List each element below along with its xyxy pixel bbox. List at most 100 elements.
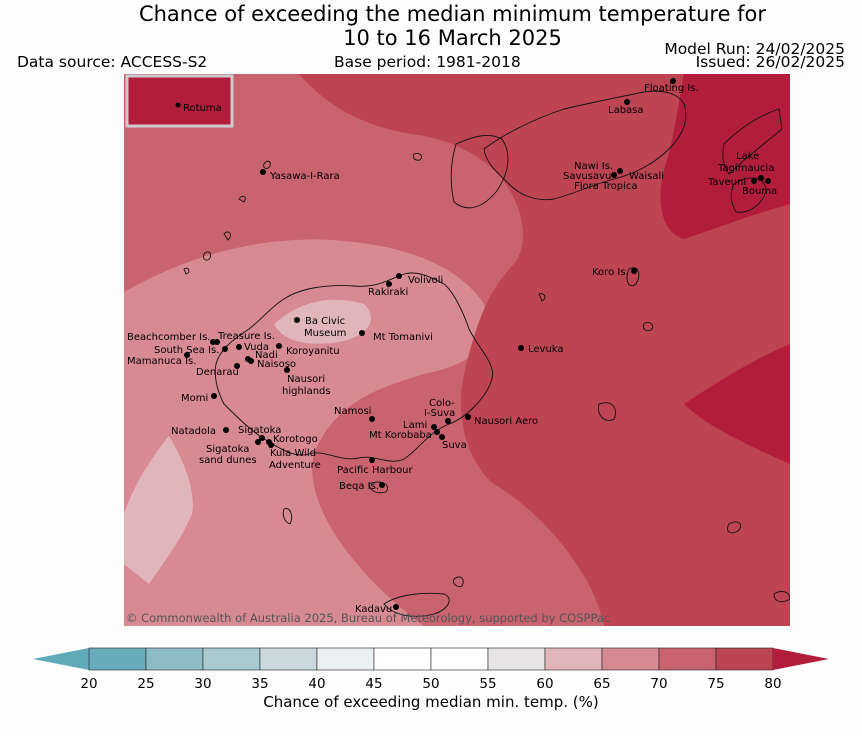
place-dot [445,418,451,424]
place-dot [248,358,254,364]
colorbar-swatches [33,647,829,671]
place-label: Colo- [429,398,455,409]
place-label: I-Suva [424,408,455,419]
place-dot [369,416,375,422]
place-label: Vuda [244,342,269,353]
place-label: Mt Tomanivi [373,332,433,343]
model-run: Model Run: 24/02/2025 [664,40,845,58]
place-label: Mt Korobaba [369,430,432,441]
colorbar-swatch [601,647,660,671]
place-label: Nausori [287,374,325,385]
place-dot [223,427,229,433]
place-label: Taveuni [707,177,746,188]
map-credit: © Commonwealth of Australia 2025, Bureau… [126,611,610,625]
place-label: Kadavu [355,604,392,615]
place-label: Bouma [742,186,777,197]
colorbar-tick-label: 55 [479,676,496,692]
place-dot [631,268,637,274]
place-label: Korotogo [273,434,318,445]
place-dot [268,442,274,448]
place-dot [255,439,261,445]
place-label: Levuka [528,344,564,355]
colorbar-swatch [430,647,489,671]
place-dot [234,363,240,369]
place-label: Koroyanitu [286,346,340,357]
place-label: Lake [736,151,759,162]
colorbar-swatch [373,647,432,671]
place-label: Koro Is. [592,267,629,278]
place-label: Nawi Is. [574,161,613,172]
place-label: Museum [304,328,346,339]
place-dot [236,344,242,350]
colorbar-swatch [259,647,318,671]
colorbar: 20 25 30 35 40 45 50 55 60 65 70 75 80 [33,647,829,692]
zone-75-80-east [684,344,790,464]
colorbar-swatch [88,647,147,671]
place-dot [758,175,764,181]
place-dot [431,424,437,430]
colorbar-tick-label: 80 [764,676,781,692]
place-label: Lami [403,420,427,431]
place-label: Rakiraki [368,287,408,298]
place-dot [260,169,266,175]
colorbar-swatch [715,647,774,671]
place-label: highlands [282,386,331,397]
colorbar-tick-label: 70 [650,676,667,692]
place-dot [284,367,290,373]
colorbar-tick-label: 65 [593,676,610,692]
place-label: Waisali [629,171,664,182]
place-label: Sigatoka [206,444,249,455]
place-labels: Floating Is. Labasa Yasawa-I-Rara Nawi I… [127,83,777,615]
place-label: Tagimaucia [717,163,774,174]
place-dot [211,393,217,399]
data-source: Data source: ACCESS-S2 [17,53,208,71]
place-dot [276,343,282,349]
place-label: Natadola [171,426,216,437]
issued-date: Issued: 26/02/2025 [695,53,845,71]
inset-label: Rotuma [183,103,222,114]
colorbar-tick-label: 25 [137,676,154,692]
base-period: Base period: 1981-2018 [334,53,521,71]
colorbar-extend-high [773,648,829,670]
chart-title: Chance of exceeding the median minimum t… [0,2,862,50]
place-label: Labasa [608,105,644,116]
colorbar-tick-label: 75 [707,676,724,692]
zone-60-65 [124,239,488,626]
place-label: Denarau [196,367,239,378]
place-dot [617,168,623,174]
colorbar-tick-label: 50 [422,676,439,692]
place-dot [611,172,617,178]
coastlines [183,90,790,617]
colorbar-tick-label: 60 [536,676,553,692]
place-dot [359,330,365,336]
colorbar-tick-label: 20 [80,676,97,692]
colorbar-extend-low [33,648,89,670]
inset-rotuma [125,74,234,128]
zone-55-60-southwest [124,436,193,584]
place-label: Flora Tropica [574,181,637,192]
colorbar-swatch [544,647,603,671]
place-label: Suva [442,440,467,451]
colorbar-swatch [487,647,546,671]
place-label: Kula Wild [270,448,316,459]
probability-map: Rotuma [124,74,790,626]
place-dot [396,273,402,279]
place-dot [751,178,757,184]
place-dot [386,281,392,287]
place-label: Nausori Aero [474,416,538,427]
zone-55-60-center [274,299,371,344]
place-markers [184,78,771,610]
place-dot [214,339,220,345]
place-label: Beqa Is. [339,481,379,492]
place-label: Namosi [334,406,371,417]
place-dot [434,429,440,435]
place-dot [439,434,445,440]
place-dot [184,352,190,358]
colorbar-tick-label: 35 [251,676,268,692]
place-label: South Sea Is. [154,345,219,356]
place-label: Naisoso [257,359,296,370]
colorbar-title: Chance of exceeding median min. temp. (%… [263,693,599,711]
place-label: Mamanuca Is. [127,356,196,367]
place-label: Treasure Is. [217,331,275,342]
colorbar-tick-label: 30 [194,676,211,692]
